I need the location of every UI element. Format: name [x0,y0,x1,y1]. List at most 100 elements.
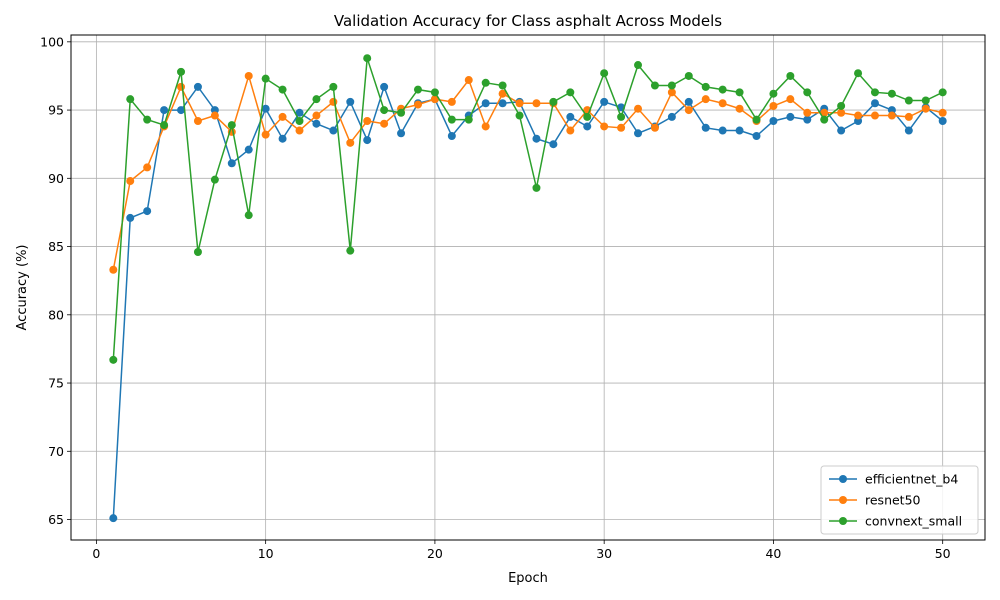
data-point-convnext_small [109,355,118,364]
data-point-resnet50 [837,108,846,117]
legend-label: convnext_small [865,514,962,529]
data-point-convnext_small [887,89,896,98]
data-point-convnext_small [464,115,473,124]
series-resnet50 [109,71,947,274]
legend-label: efficientnet_b4 [865,472,958,487]
data-point-convnext_small [380,106,389,115]
data-point-convnext_small [397,108,406,117]
x-tick-label: 20 [427,546,443,561]
series-efficientnet_b4 [109,82,947,523]
data-point-convnext_small [938,88,947,97]
data-point-convnext_small [634,61,643,70]
data-point-efficientnet_b4 [752,132,761,140]
data-point-resnet50 [667,88,676,97]
data-point-efficientnet_b4 [143,207,152,216]
data-point-efficientnet_b4 [718,126,727,135]
data-point-convnext_small [346,246,355,255]
y-tick-label: 75 [48,376,64,391]
data-point-resnet50 [363,116,372,125]
data-point-convnext_small [583,112,592,121]
x-tick-label: 0 [92,546,100,561]
data-point-efficientnet_b4 [126,213,135,222]
data-point-resnet50 [177,82,186,91]
data-point-efficientnet_b4 [786,112,795,121]
data-point-resnet50 [735,104,744,113]
data-point-efficientnet_b4 [684,97,693,106]
data-point-efficientnet_b4 [870,99,879,108]
y-tick-label: 80 [48,307,64,322]
data-point-convnext_small [329,82,338,91]
data-point-convnext_small [430,88,439,97]
data-point-resnet50 [921,104,930,113]
data-point-convnext_small [701,82,710,91]
data-point-efficientnet_b4 [380,82,389,91]
data-point-resnet50 [413,100,422,109]
legend-marker [839,475,847,483]
data-point-convnext_small [447,115,456,124]
data-point-resnet50 [701,95,710,104]
data-point-convnext_small [515,111,524,120]
data-point-convnext_small [820,115,829,124]
data-point-resnet50 [295,126,304,135]
data-point-efficientnet_b4 [769,116,778,125]
data-point-resnet50 [464,76,473,85]
x-tick-label: 40 [765,546,781,561]
data-point-resnet50 [430,95,439,104]
data-point-resnet50 [634,104,643,113]
x-tick-label: 50 [935,546,951,561]
data-point-resnet50 [718,99,727,108]
y-tick-label: 65 [48,512,64,527]
y-axis-label: Accuracy (%) [15,245,30,331]
data-point-efficientnet_b4 [803,115,812,124]
data-point-efficientnet_b4 [447,132,456,140]
data-point-resnet50 [684,106,693,115]
chart-title: Validation Accuracy for Class asphalt Ac… [334,12,722,30]
data-point-efficientnet_b4 [329,126,338,135]
data-point-resnet50 [904,112,913,121]
data-point-convnext_small [244,211,253,220]
legend-box [820,465,979,535]
data-point-resnet50 [803,108,812,117]
axis-ticks: 0 10 20 30 40 50 65 70 75 80 85 90 95 100 [40,34,951,561]
y-tick-label: 95 [48,103,64,118]
data-point-resnet50 [143,163,152,172]
data-point-convnext_small [650,81,659,90]
data-point-resnet50 [261,130,270,139]
y-tick-label: 100 [40,34,64,49]
data-point-convnext_small [718,85,727,94]
data-point-resnet50 [617,123,626,132]
data-point-efficientnet_b4 [278,134,287,143]
data-point-efficientnet_b4 [600,97,609,106]
data-point-resnet50 [109,265,118,274]
data-point-efficientnet_b4 [481,99,490,108]
data-point-convnext_small [210,175,219,184]
legend-marker [839,517,847,525]
data-point-efficientnet_b4 [634,129,643,138]
data-point-resnet50 [481,122,490,131]
data-point-efficientnet_b4 [498,99,507,108]
data-point-convnext_small [126,95,135,104]
legend-item-efficientnet_b4: efficientnet_b4 [829,472,958,487]
data-point-resnet50 [532,99,541,108]
data-point-efficientnet_b4 [837,126,846,135]
data-point-resnet50 [600,122,609,131]
data-point-convnext_small [312,95,321,104]
series-layer [109,54,947,523]
data-point-convnext_small [617,112,626,121]
x-tick-label: 30 [596,546,612,561]
data-point-efficientnet_b4 [312,119,321,128]
data-point-resnet50 [278,112,287,121]
data-point-convnext_small [735,88,744,97]
data-point-convnext_small [278,85,287,94]
data-point-resnet50 [498,89,507,98]
data-point-convnext_small [413,85,422,94]
data-point-resnet50 [820,108,829,117]
data-point-convnext_small [921,96,930,105]
data-point-efficientnet_b4 [532,134,541,143]
data-point-convnext_small [227,121,236,130]
data-point-resnet50 [126,177,135,186]
data-point-convnext_small [752,115,761,124]
data-point-convnext_small [363,54,372,63]
data-point-efficientnet_b4 [160,106,169,115]
data-point-convnext_small [854,69,863,78]
